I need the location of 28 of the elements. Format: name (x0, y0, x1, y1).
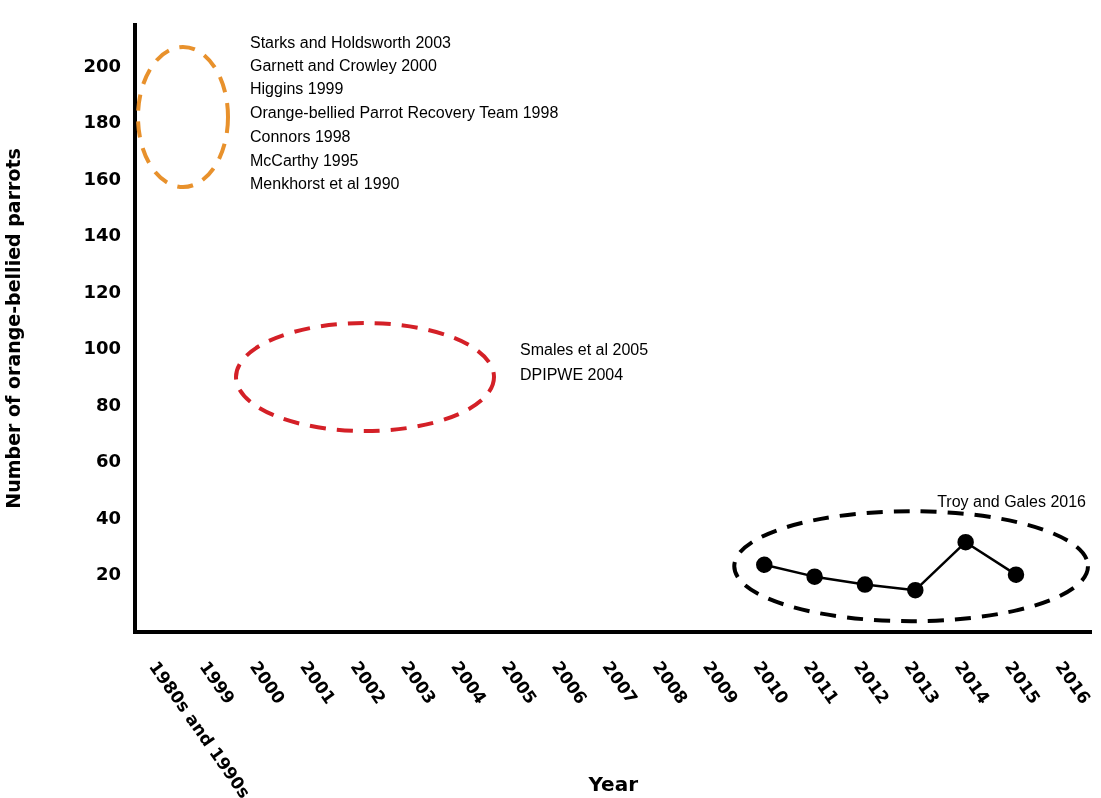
annotation: Smales et al 2005 (520, 341, 649, 359)
y-tick-label: 80 (95, 393, 121, 415)
y-tick-label: 100 (83, 337, 121, 359)
y-tick-label: 20 (95, 563, 121, 585)
y-tick-label: 200 (83, 54, 121, 76)
y-tick-label: 160 (83, 167, 121, 189)
annotation: Orange-bellied Parrot Recovery Team 1998 (250, 104, 559, 122)
point (907, 581, 924, 599)
y-tick-label: 180 (83, 111, 121, 133)
y-axis-title: Number of orange-bellied parrots (2, 148, 25, 509)
annotation: Connors 1998 (250, 128, 351, 146)
annotation: Troy and Gales 2016 (937, 493, 1087, 511)
y-tick-label: 120 (83, 280, 121, 302)
annotation: Menkhorst et al 1990 (250, 175, 400, 193)
annotation: Garnett and Crowley 2000 (250, 57, 437, 75)
annotation: Higgins 1999 (250, 80, 344, 98)
annotation: Starks and Holdsworth 2003 (250, 34, 452, 52)
x-axis-title: Year (587, 772, 639, 797)
annotation: McCarthy 1995 (250, 152, 359, 170)
y-tick-label: 40 (95, 506, 121, 528)
point (957, 533, 974, 551)
y-tick-label: 60 (95, 450, 121, 472)
point (856, 576, 874, 593)
point (1007, 566, 1025, 583)
annotation: DPIPWE 2004 (520, 366, 624, 384)
y-tick-label: 140 (83, 224, 121, 246)
point (756, 556, 773, 574)
point (806, 568, 823, 585)
